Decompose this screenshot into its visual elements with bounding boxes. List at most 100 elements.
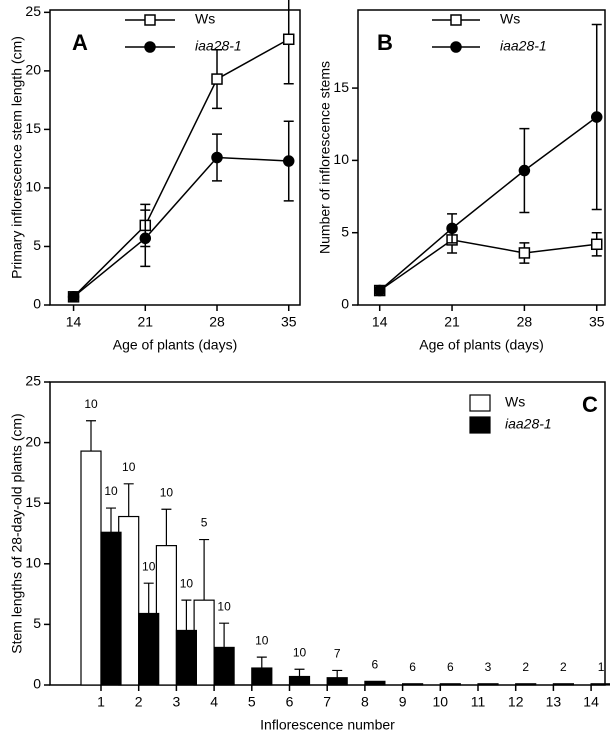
x-tick-label: 14 [372,314,388,330]
y-axis-label: Stem lengths of 28-day-old plants (cm) [9,413,25,653]
legend-swatch [469,394,491,412]
legend-swatch [469,416,491,434]
bar [175,629,197,686]
bar [590,683,610,686]
error-bar [106,507,116,533]
y-tick-label: 20 [25,433,41,449]
point [67,291,80,303]
x-tick-label: 10 [433,694,449,710]
legend-label: Ws [505,394,525,410]
x-tick-label: 35 [281,314,297,330]
x-tick-label: 14 [583,694,599,710]
x-tick-label: 6 [286,694,294,710]
y-tick-label: 15 [25,494,41,510]
x-tick-label: 35 [589,314,605,330]
point [446,222,458,235]
x-tick-label: 1 [97,694,105,710]
bar [288,675,311,686]
bar [364,680,386,686]
point [282,33,295,46]
error-bar [199,538,210,601]
point [211,151,223,164]
y-tick-label: 0 [33,676,41,692]
x-tick-label: 28 [517,314,533,330]
count-label: 5 [201,516,208,530]
y-tick-label: 0 [341,296,349,312]
x-tick-label: 5 [248,694,256,710]
point [518,164,531,177]
y-tick-label: 25 [25,373,41,389]
y-tick-label: 5 [33,615,41,631]
panel-label: B [377,30,393,55]
count-label: 10 [217,599,231,613]
series-line [379,239,597,292]
legend-marker [144,41,156,53]
bar [439,683,461,686]
x-axis-label: Inflorescence number [260,717,395,732]
x-tick-label: 4 [210,694,218,710]
count-label: 1 [598,660,605,674]
error-bar [86,420,96,452]
bar [118,515,140,686]
error-bar [219,622,230,648]
x-tick-label: 11 [471,694,486,710]
legend-marker [450,41,462,53]
bar [100,531,122,686]
point [590,238,603,251]
count-label: 6 [409,660,416,674]
point [590,111,603,123]
bar [402,683,424,686]
series-line [73,38,290,298]
x-axis-label: Age of plants (days) [419,337,544,353]
series-line [379,116,598,292]
legend-label: Ws [195,11,215,27]
panel-label: C [582,392,598,417]
point [282,155,295,167]
error-bar [161,508,172,546]
legend-label: iaa28-1 [500,38,547,54]
point [518,247,531,259]
point [139,232,152,245]
legend-label: iaa28-1 [195,38,242,54]
x-tick-label: 3 [173,694,181,710]
count-label: 7 [334,647,341,661]
series-line [73,156,289,298]
bar [155,545,177,686]
x-tick-label: 28 [209,314,225,330]
count-label: 2 [560,660,567,674]
point [373,284,386,297]
error-bar [294,668,305,677]
x-tick-label: 21 [444,314,460,330]
x-tick-label: 21 [137,314,153,330]
x-tick-label: 12 [508,694,524,710]
legend-marker [450,14,462,26]
y-tick-label: 5 [341,223,349,239]
y-tick-label: 10 [333,151,349,167]
x-axis-label: Age of plants (days) [113,337,238,353]
error-bar [256,656,267,669]
bar [251,667,273,686]
count-label: 3 [485,660,492,674]
bar [326,677,348,686]
y-tick-label: 0 [33,296,41,312]
y-tick-label: 10 [25,179,41,195]
y-tick-label: 25 [25,3,41,19]
panel-label: A [72,30,88,55]
x-tick-label: 13 [546,694,562,710]
bar [80,450,102,686]
x-tick-label: 9 [399,694,407,710]
x-tick-label: 8 [361,694,369,710]
y-axis-label: Number of inflorescence stems [317,61,333,254]
error-bar [143,582,154,614]
error-bar [123,483,134,517]
count-label: 6 [447,660,454,674]
count-label: 10 [160,485,174,499]
plot-frame [49,9,301,306]
count-label: 10 [142,559,156,573]
error-bar [181,599,192,631]
error-bar [332,669,343,678]
bar [552,683,575,686]
bar [515,683,537,686]
y-tick-label: 15 [25,120,41,136]
